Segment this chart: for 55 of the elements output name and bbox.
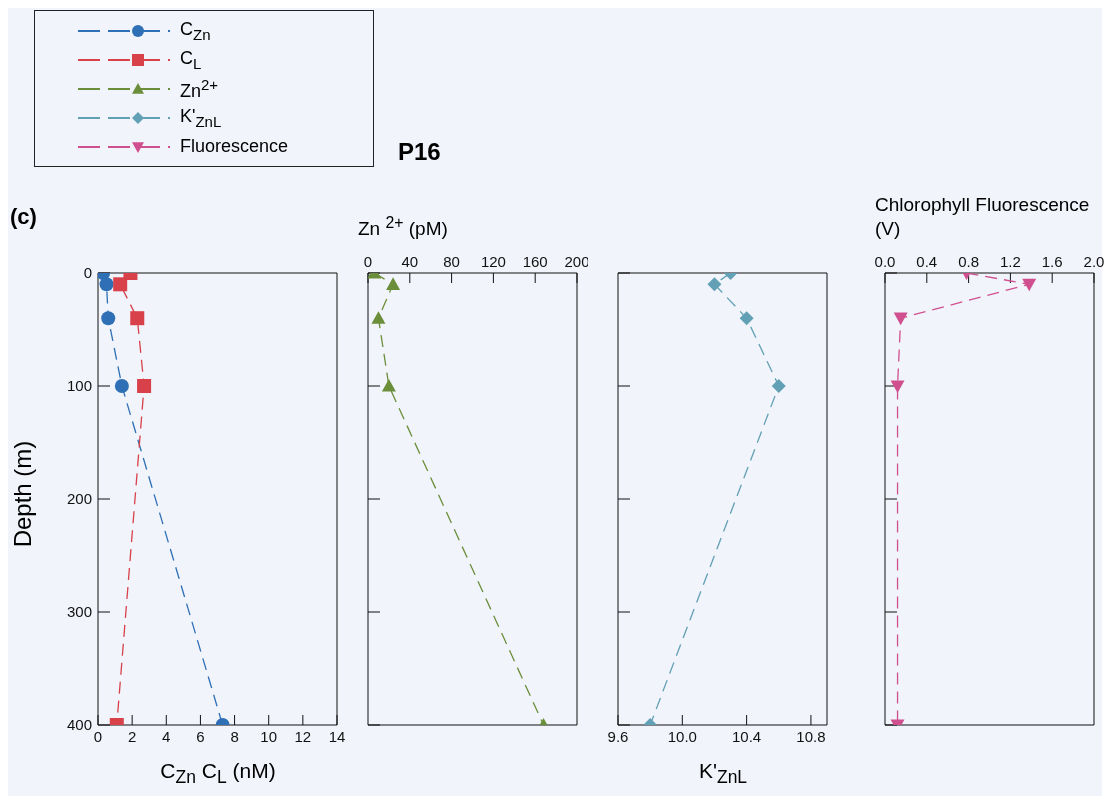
x-tick-label: 2.0: [1083, 253, 1105, 270]
chart-title: P16: [398, 138, 441, 166]
point: [893, 312, 908, 326]
point: [381, 379, 396, 392]
x-tick-label: 120: [480, 253, 506, 270]
point: [137, 379, 152, 393]
y-tick-label: 400: [66, 716, 92, 734]
x-tick-label: 0.8: [958, 253, 980, 270]
point: [113, 277, 128, 292]
y-tick-label: 200: [66, 490, 92, 508]
x-axis-title: C$_{Zn}$ C$_{L}$ (nM): [159, 759, 277, 789]
point: [101, 311, 116, 326]
x-tick-label: 10.8: [796, 727, 826, 745]
x-tick-label: 12: [294, 727, 312, 745]
legend-label: C$_{L}$: [180, 47, 202, 72]
legend-label: Zn$^{2+}$: [180, 75, 219, 102]
x-tick-label: 40: [401, 253, 419, 270]
x-tick-label: 10: [260, 727, 278, 745]
point: [890, 380, 905, 393]
x-tick-label: 80: [443, 253, 460, 270]
x-tick-label: 4: [162, 727, 171, 745]
x-tick-label: 0.4: [916, 253, 938, 270]
point: [130, 311, 145, 326]
x-tick-label: 0: [93, 727, 103, 745]
x-tick-label: 0: [363, 253, 373, 270]
y-tick-label: 300: [66, 603, 92, 621]
point: [1022, 278, 1037, 292]
point: [771, 379, 786, 393]
x-tick-label: 14: [328, 727, 346, 745]
x-tick-label: 9.6: [607, 727, 629, 745]
x-tick-label: 1.6: [1041, 253, 1063, 270]
x-axis-title: K'$_{ZnL}$: [697, 759, 749, 789]
text: (c): [10, 204, 37, 230]
y-axis-title: Depth (m): [9, 439, 37, 550]
point: [371, 311, 386, 324]
x-tick-label: 160: [522, 253, 548, 270]
point: [707, 277, 722, 292]
legend-label: Fluorescence: [180, 136, 289, 157]
y-tick-label: 100: [66, 377, 92, 395]
x-axis-title: Chlorophyll Fluorescence (V): [875, 193, 1091, 241]
x-tick-label: 8: [230, 727, 239, 745]
x-tick-label: 10.0: [667, 727, 697, 745]
x-axis-title: Zn $^{2+}$ (pM): [358, 212, 449, 241]
x-tick-label: 1.2: [999, 253, 1021, 270]
point: [99, 277, 114, 292]
legend-label: K'$_{ZnL}$: [180, 105, 222, 130]
y-tick-label: 0: [83, 264, 92, 282]
x-tick-label: 0.0: [874, 253, 896, 270]
point: [386, 277, 401, 290]
point: [739, 311, 754, 326]
x-tick-label: 2: [127, 727, 137, 745]
x-tick-label: 6: [196, 727, 205, 745]
point: [114, 379, 129, 393]
legend-label: C$_{Zn}$: [180, 18, 211, 43]
x-tick-label: 10.4: [732, 727, 762, 745]
